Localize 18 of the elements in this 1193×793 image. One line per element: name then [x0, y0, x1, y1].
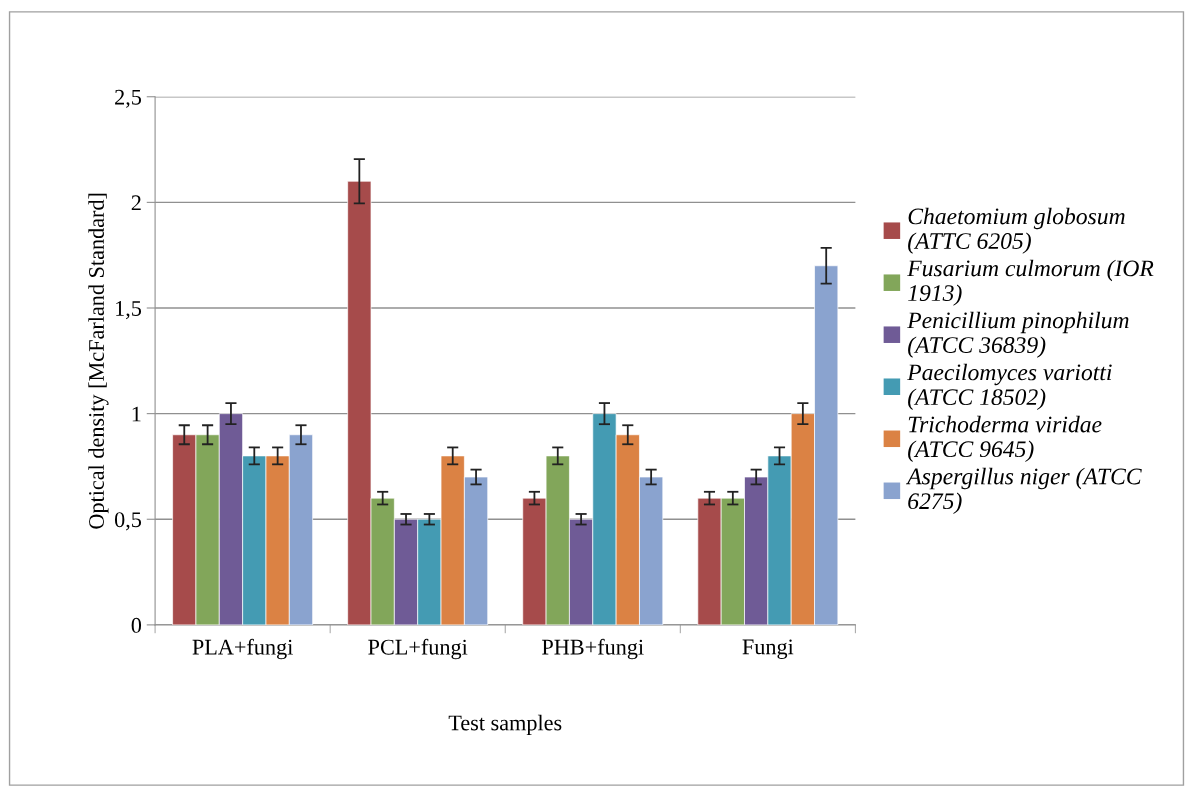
y-tick-label: 1: [132, 406, 141, 422]
y-tick-label: 0: [131, 617, 142, 633]
x-tick-label: Fungi: [742, 639, 794, 659]
legend-label: Paecilomyces variotti (ATCC 18502): [907, 363, 1112, 410]
legend-label: Aspergillus niger (ATCC 6275): [905, 467, 1142, 514]
x-tick-label: PCL+fungi: [368, 638, 468, 660]
y-tick-label: 2,5: [115, 89, 142, 108]
y-tick-label: 2: [131, 195, 141, 211]
y-tick-label: 1,5: [116, 301, 142, 320]
legend-label: Chaetomium globosum (ATTC 6205): [908, 207, 1125, 254]
y-axis-title: Optical density [McFarland Standard]: [88, 193, 109, 529]
legend-label: Trichoderma viridae (ATCC 9645): [908, 415, 1102, 462]
legend-label: Penicillium pinophilum (ATCC 36839): [907, 311, 1129, 358]
x-tick-label: PLA+fungi: [192, 638, 293, 660]
x-tick-label: PHB+fungi: [542, 638, 644, 660]
y-tick-label: 0,5: [114, 512, 142, 531]
legend-label: Fusarium culmorum (IOR 1913): [907, 259, 1154, 306]
x-axis-title: Test samples: [448, 714, 562, 735]
